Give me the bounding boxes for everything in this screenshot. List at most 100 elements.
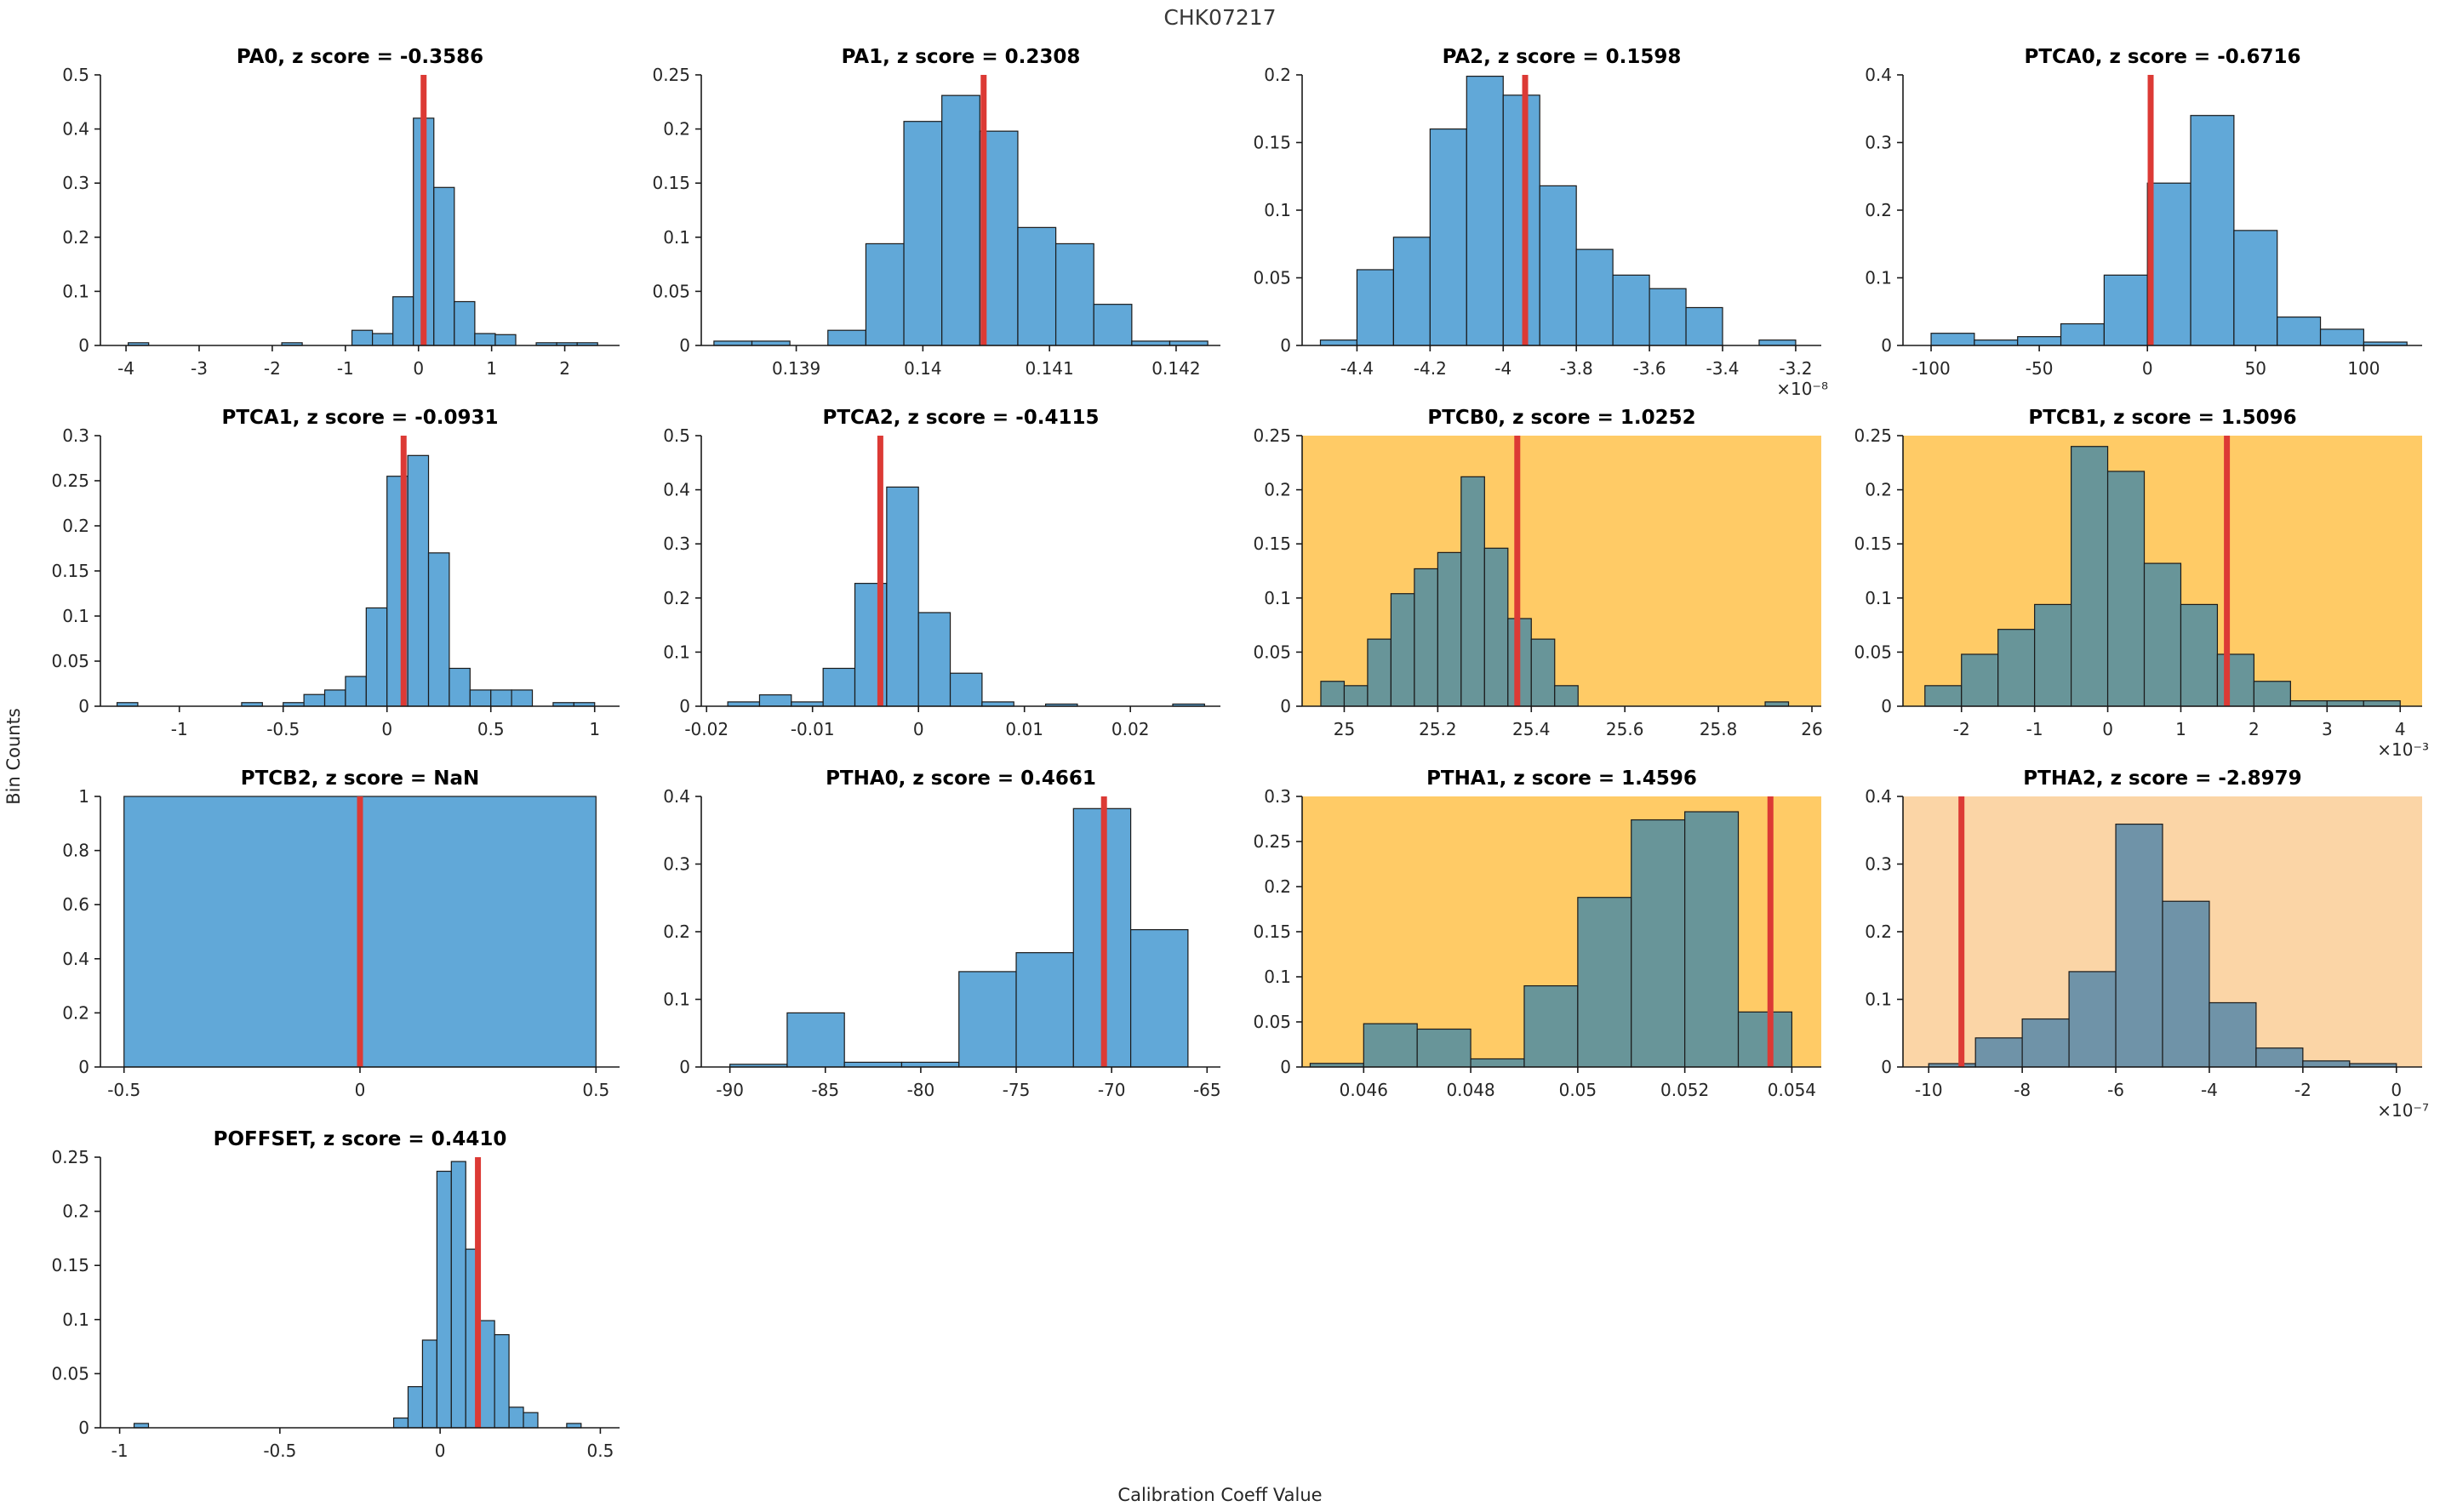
svg-text:0.15: 0.15	[51, 561, 89, 581]
svg-text:0.3: 0.3	[1865, 854, 1892, 875]
svg-text:0.01: 0.01	[1005, 719, 1043, 739]
histogram-PTCB0: 25 25.2 25.4 25.6 25.8 26 0 0.05 0.1 0.15 0.2 0.25 P…	[1253, 407, 1822, 739]
histogram-bar	[1684, 811, 1740, 1068]
axes	[1897, 74, 2422, 351]
histogram-bar	[1649, 288, 1687, 346]
histogram-bar	[2253, 681, 2291, 707]
axes	[94, 796, 620, 1073]
subplot-cell-PA2: -4.4 -4.2 -4 -3.8 -3.6 -3.4 -3.2 0 0.05 0.1 0.15 0.…	[1234, 36, 1835, 397]
histogram-bar	[323, 689, 346, 707]
svg-text:0.05: 0.05	[1253, 642, 1291, 662]
histogram-bar	[2143, 562, 2182, 707]
histogram-bar	[903, 121, 943, 346]
histogram-bar	[1930, 333, 1975, 346]
y-axis-label: Bin Counts	[3, 707, 24, 805]
svg-text:-0.5: -0.5	[107, 1080, 140, 1100]
subplot-cell-PTCB2: -0.5 0 0.5 0 0.2 0.4 0.6 0.8 1 PTCB2, z score = N…	[32, 757, 633, 1118]
svg-text:4: 4	[2395, 719, 2406, 739]
svg-text:0: 0	[1280, 1057, 1291, 1077]
histogram-bar	[827, 329, 867, 346]
svg-text:0.4: 0.4	[62, 119, 89, 140]
svg-text:-6: -6	[2107, 1080, 2124, 1100]
tick-labels: -0.5 0 0.5 0 0.2 0.4 0.6 0.8 1	[62, 786, 609, 1100]
histogram-bar	[1502, 94, 1540, 346]
histogram-bar	[1554, 685, 1579, 707]
empty-cell	[1835, 1118, 2436, 1479]
svg-text:-8: -8	[2014, 1080, 2031, 1100]
svg-text:0.15: 0.15	[51, 1255, 89, 1275]
svg-text:-4.2: -4.2	[1414, 358, 1447, 379]
svg-text:0.2: 0.2	[1264, 876, 1291, 897]
svg-text:0: 0	[1881, 696, 1892, 716]
svg-text:0.2: 0.2	[663, 119, 690, 140]
svg-text:1: 1	[486, 358, 497, 379]
svg-text:0.05: 0.05	[51, 1363, 89, 1384]
svg-text:0: 0	[355, 1080, 366, 1100]
svg-text:-90: -90	[716, 1080, 744, 1100]
histogram-bar	[1530, 638, 1556, 707]
subplot-title: PTHA1, z score = 1.4596	[1426, 767, 1697, 790]
subplot-cell-PTCA2: -0.02 -0.01 0 0.01 0.02 0 0.1 0.2 0.3 0.4 0.5 PTCA2…	[633, 397, 1234, 757]
svg-text:0.048: 0.048	[1446, 1080, 1494, 1100]
histogram-bar	[1319, 339, 1358, 346]
histogram-bar	[1483, 547, 1509, 707]
svg-text:25.4: 25.4	[1512, 719, 1551, 739]
histogram-POFFSET: -1 -0.5 0 0.5 0 0.05 0.1 0.15 0.2 0.25 POFFSET, z …	[51, 1128, 620, 1461]
svg-text:0.5: 0.5	[663, 425, 690, 446]
svg-text:0: 0	[679, 696, 690, 716]
subplot-cell-PTCB0: 25 25.2 25.4 25.6 25.8 26 0 0.05 0.1 0.15 0.2 0.25 P…	[1234, 397, 1835, 757]
svg-text:0: 0	[679, 335, 690, 356]
subplot-cell-PTHA2: -10 -8 -6 -4 -2 0 0 0.1 0.2 0.3 0.4 ×10⁻⁷ PTHA2, z s…	[1835, 757, 2436, 1118]
tick-labels: -2 -1 0 1 2 3 4 0 0.05 0.1 0.15 0.2 0.25 ×10⁻³	[1854, 425, 2429, 757]
tick-labels: -0.02 -0.01 0 0.01 0.02 0 0.1 0.2 0.3 0.4 0.5	[663, 425, 1149, 739]
svg-text:25.8: 25.8	[1700, 719, 1738, 739]
svg-text:-4: -4	[2201, 1080, 2218, 1100]
svg-text:0.1: 0.1	[663, 642, 690, 662]
histogram-bar	[407, 454, 430, 707]
histogram-bar	[900, 1061, 960, 1068]
svg-text:0.1: 0.1	[1264, 588, 1291, 608]
histogram-bar	[1460, 476, 1485, 707]
svg-text:-80: -80	[907, 1080, 935, 1100]
svg-text:0.05: 0.05	[1854, 642, 1892, 662]
figure-title: CHK07217	[1163, 5, 1277, 30]
svg-text:0.1: 0.1	[663, 990, 690, 1010]
histogram-bar	[1363, 1023, 1418, 1068]
histogram-bar	[1737, 1011, 1793, 1068]
svg-text:-100: -100	[1911, 358, 1950, 379]
svg-text:2: 2	[2249, 719, 2260, 739]
subplot-title: PTCA0, z score = -0.6716	[2024, 46, 2300, 68]
axes	[1296, 74, 1821, 351]
subplot-cell-PA1: 0.139 0.14 0.141 0.142 0 0.05 0.1 0.15 0.2 0.25 PA…	[633, 36, 1234, 397]
svg-text:-2: -2	[264, 358, 281, 379]
tick-labels: 0.046 0.048 0.05 0.052 0.054 0 0.05 0.1 0.15 0.2 0…	[1253, 786, 1816, 1100]
histogram-PTCA0: -100 -50 0 50 100 0 0.1 0.2 0.3 0.4 PTCA0, z score…	[1865, 46, 2422, 379]
tick-labels: -1 -0.5 0 0.5 1 0 0.05 0.1 0.15 0.2 0.25 0.3	[51, 425, 600, 739]
subplot-title: PTCA2, z score = -0.4115	[822, 407, 1099, 429]
svg-text:0.15: 0.15	[1854, 533, 1892, 554]
tick-labels: 25 25.2 25.4 25.6 25.8 26 0 0.05 0.1 0.15 0.2 0.25	[1253, 425, 1822, 739]
svg-text:-1: -1	[337, 358, 354, 379]
histogram-bar	[2060, 322, 2105, 346]
svg-text:0: 0	[2391, 1080, 2402, 1100]
svg-text:0.4: 0.4	[1865, 65, 1892, 85]
svg-text:0: 0	[435, 1441, 446, 1461]
histogram-bar	[1575, 248, 1614, 346]
svg-text:-4.4: -4.4	[1340, 358, 1374, 379]
histogram-bar	[303, 693, 326, 707]
histogram-bar	[1997, 629, 2036, 707]
svg-text:0.141: 0.141	[1026, 358, 1074, 379]
histogram-bar	[474, 333, 496, 346]
svg-text:0.1: 0.1	[1264, 200, 1291, 220]
histogram-bar	[372, 333, 394, 346]
svg-text:0.1: 0.1	[1865, 990, 1892, 1010]
empty-cell	[633, 1118, 1234, 1479]
subplot-title: PA1, z score = 0.2308	[842, 46, 1081, 68]
histogram-bar	[758, 694, 792, 707]
svg-text:0.054: 0.054	[1768, 1080, 1816, 1100]
svg-text:-3: -3	[191, 358, 208, 379]
histogram-bar	[392, 1417, 409, 1429]
histogram-bar	[1974, 339, 2019, 346]
svg-text:0.5: 0.5	[62, 65, 89, 85]
subplot-title: PTCB1, z score = 1.5096	[2028, 407, 2296, 429]
